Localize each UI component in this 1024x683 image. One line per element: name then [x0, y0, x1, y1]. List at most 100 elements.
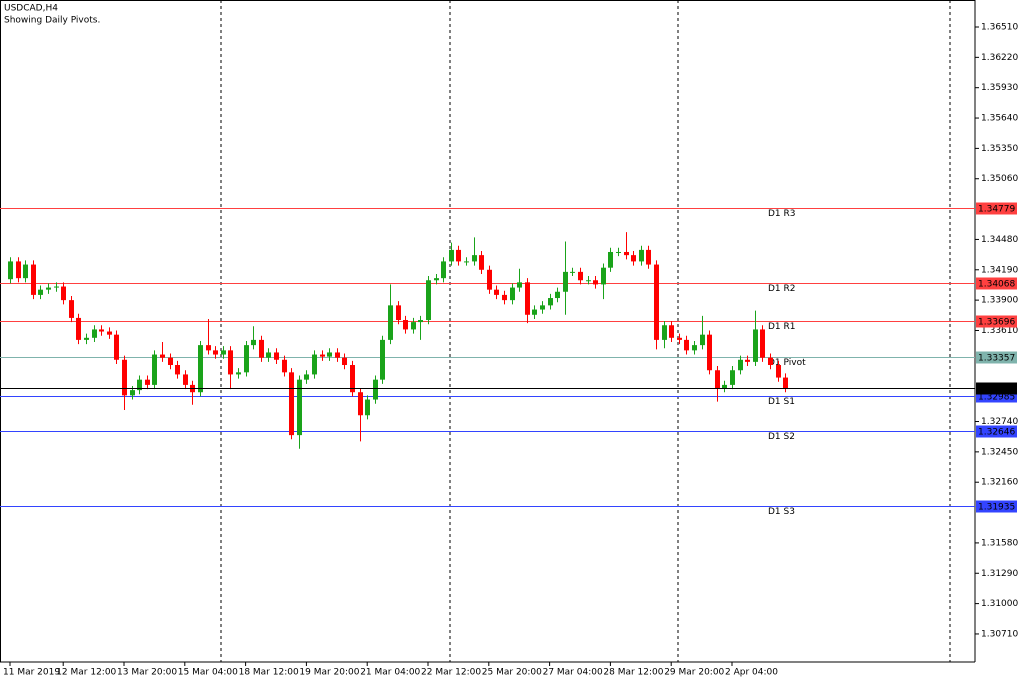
candle-body [84, 337, 89, 340]
candle-body [350, 365, 355, 393]
price-box-label: 1.32646 [978, 428, 1015, 438]
price-box [976, 315, 1017, 328]
candle-body [213, 350, 218, 355]
candle-body [684, 339, 689, 351]
y-tick-label: 1.36220 [981, 53, 1018, 63]
x-tick-label: 2 Apr 04:00 [725, 668, 778, 678]
y-tick-label: 1.34480 [981, 235, 1018, 245]
price-box-label: 1.31935 [978, 503, 1015, 513]
candle-body [768, 357, 773, 366]
candle-body [38, 289, 43, 295]
candle-body [677, 337, 682, 340]
y-tick-label: 1.31290 [981, 569, 1018, 579]
y-tick-label: 1.32450 [981, 447, 1018, 457]
candle-body [715, 370, 720, 389]
candle-body [373, 379, 378, 400]
price-box [976, 425, 1017, 438]
candle-body [282, 359, 287, 373]
candle-body [456, 249, 461, 262]
candle-body [228, 350, 233, 375]
candle-body [510, 287, 515, 301]
candle-body [8, 261, 13, 280]
candle-body [69, 300, 74, 318]
candle-body [449, 249, 454, 262]
candle-body [532, 309, 537, 315]
x-tick-label: 11 Mar 2019 [3, 668, 60, 678]
candle-body [548, 298, 553, 306]
price-box-label: 1.32985 [978, 393, 1015, 403]
candle-body [479, 255, 484, 270]
x-tick-label: 25 Mar 20:00 [482, 668, 542, 678]
pivot-name: D1 R3 [768, 209, 796, 219]
y-tick-label: 1.35060 [981, 174, 1018, 184]
chart-title: USDCAD,H4 [4, 4, 58, 14]
candle-body [662, 325, 667, 340]
candle-body [730, 370, 735, 385]
candle-body [760, 329, 765, 358]
candle-body [472, 255, 477, 262]
chart-subtitle: Showing Daily Pivots. [4, 16, 100, 26]
candle-body [722, 384, 727, 389]
candle-body [236, 372, 241, 375]
candle-body [487, 269, 492, 290]
x-tick-label: 21 Mar 04:00 [360, 668, 420, 678]
y-tick-label: 1.32160 [981, 478, 1018, 488]
candle-body [639, 249, 644, 262]
candle-body [654, 264, 659, 340]
candle-body [320, 354, 325, 357]
candle-body [46, 287, 51, 290]
candle-body [31, 264, 36, 295]
candle-body [342, 357, 347, 366]
candle-body [388, 305, 393, 340]
price-box-label: 1.34779 [978, 205, 1015, 215]
candle-body [175, 365, 180, 375]
last-price-box [976, 382, 1017, 395]
price-box-label: 1.33357 [978, 354, 1015, 364]
candle-body [297, 379, 302, 436]
y-tick-label: 1.32740 [981, 417, 1018, 427]
x-tick-label: 29 Mar 20:00 [664, 668, 724, 678]
candle-body [464, 261, 469, 263]
candle-body [426, 280, 431, 321]
candle-body [646, 249, 651, 265]
candle-body [517, 282, 522, 288]
price-box [976, 277, 1017, 290]
candle-body [494, 289, 499, 295]
candle-body [137, 379, 142, 391]
candle-body [669, 325, 674, 338]
x-tick-label: 13 Mar 20:00 [117, 668, 177, 678]
x-tick-label: 28 Mar 12:00 [603, 668, 663, 678]
candle-body [274, 352, 279, 360]
candle-body [244, 345, 249, 373]
candle-body [304, 374, 309, 380]
x-tick-label: 12 Mar 12:00 [56, 668, 116, 678]
candle-body [418, 320, 423, 323]
candle-body [23, 264, 28, 279]
candle-body [358, 392, 363, 416]
candle-body [441, 261, 446, 279]
y-tick-label: 1.31000 [981, 599, 1018, 609]
candle-body [745, 359, 750, 362]
candle-body [380, 339, 385, 380]
price-box [976, 202, 1017, 215]
pivot-name: D1 Pivot [768, 358, 806, 368]
candle-body [289, 372, 294, 436]
candle-body [593, 280, 598, 285]
candle-body [206, 345, 211, 351]
candle-body [783, 377, 788, 389]
candle-body [327, 352, 332, 357]
candle-body [700, 334, 705, 346]
x-tick-label: 18 Mar 12:00 [239, 668, 299, 678]
y-tick-label: 1.33900 [981, 296, 1018, 306]
candle-body [198, 345, 203, 393]
y-tick-label: 1.35640 [981, 114, 1018, 124]
candle-body [16, 261, 21, 279]
candle-body [434, 278, 439, 281]
candle-body [152, 354, 157, 385]
pivot-name: D1 S1 [768, 397, 795, 407]
x-tick-label: 19 Mar 20:00 [299, 668, 359, 678]
candle-body [266, 352, 271, 358]
candle-body [411, 322, 416, 330]
